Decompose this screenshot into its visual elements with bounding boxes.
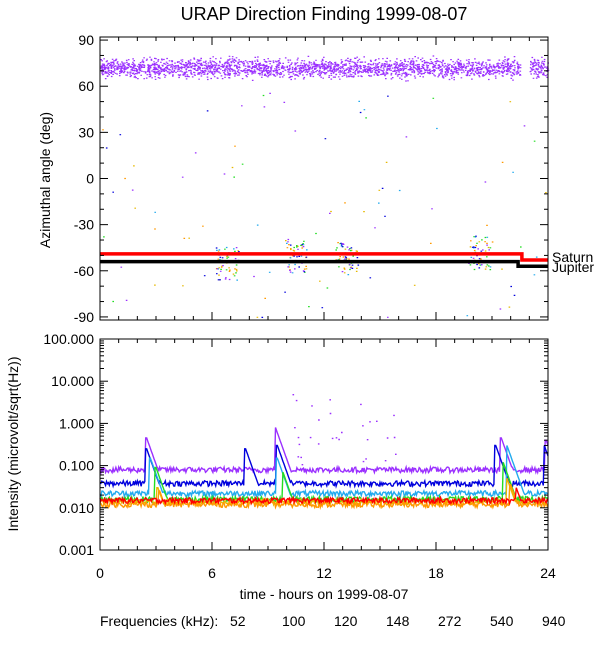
- scattered-points: [105, 95, 516, 318]
- jupiter-label: Jupiter: [552, 259, 594, 275]
- intensity-spikes: [292, 394, 397, 466]
- legend-entry-540: 540: [490, 613, 514, 629]
- frequency-legend: Frequencies (kHz): 52 100 120 148 272 540 940: [100, 613, 566, 629]
- intensity-tick-label: 0.010: [59, 500, 94, 516]
- time-tick-label: 12: [316, 565, 332, 581]
- series-940-line: [99, 427, 549, 476]
- scattered-points: [103, 94, 536, 308]
- intensity-tick-label: 1.000: [59, 415, 94, 431]
- legend-entry-940: 940: [542, 613, 566, 629]
- jupiter-line: [100, 259, 548, 268]
- legend-entry-100: 100: [282, 613, 306, 629]
- intensity-tick-label: 0.001: [59, 542, 94, 558]
- intensity-tick-label: 10.000: [51, 373, 94, 389]
- azimuth-panel: 90 60 30 0 -30 -60 -90 Azimuthal angle (deg) S…: [37, 32, 594, 325]
- scattered-points: [102, 129, 504, 299]
- series-52-line: [99, 487, 549, 506]
- azimuth-tick-label: 90: [78, 32, 94, 48]
- azimuth-plot-frame: [99, 36, 549, 321]
- legend-entry-272: 272: [438, 613, 462, 629]
- time-tick-label: 6: [208, 565, 216, 581]
- legend-entry-120: 120: [334, 613, 358, 629]
- legend-entry-52: 52: [230, 613, 246, 629]
- series-940-band: [100, 55, 550, 82]
- legend-entry-148: 148: [386, 613, 410, 629]
- intensity-data: [99, 394, 549, 510]
- azimuth-tick-label: 30: [78, 124, 94, 140]
- intensity-tick-label: 0.100: [59, 458, 94, 474]
- azimuth-tick-label: -60: [74, 263, 94, 279]
- intensity-y-label: Intensity (microvolt/sqrt(Hz)): [5, 356, 21, 531]
- time-tick-label: 24: [540, 565, 556, 581]
- saturn-label: Saturn: [552, 249, 593, 265]
- azimuth-y-label: Azimuthal angle (deg): [37, 112, 53, 248]
- time-x-label: time - hours on 1999-08-07: [240, 586, 409, 602]
- time-tick-label: 0: [96, 565, 104, 581]
- chart-title: URAP Direction Finding 1999-08-07: [181, 4, 468, 24]
- series-540-line: [99, 444, 549, 489]
- time-tick-label: 18: [428, 565, 444, 581]
- azimuth-data: [100, 55, 550, 318]
- scattered-points: [133, 101, 547, 318]
- azimuth-ticks: 90 60 30 0 -30 -60 -90: [74, 32, 549, 325]
- intensity-tick-label: 100.000: [43, 331, 94, 347]
- legend-label: Frequencies (kHz):: [100, 613, 218, 629]
- saturn-line: [100, 252, 548, 262]
- reference-lines: [100, 252, 548, 268]
- scattered-points: [154, 100, 538, 317]
- intensity-plot-frame: [99, 338, 549, 551]
- scattered-points: [120, 92, 526, 318]
- azimuth-tick-label: -90: [74, 309, 94, 325]
- azimuth-tick-label: 0: [86, 171, 94, 187]
- azimuth-tick-label: -30: [74, 217, 94, 233]
- azimuth-tick-label: 60: [78, 78, 94, 94]
